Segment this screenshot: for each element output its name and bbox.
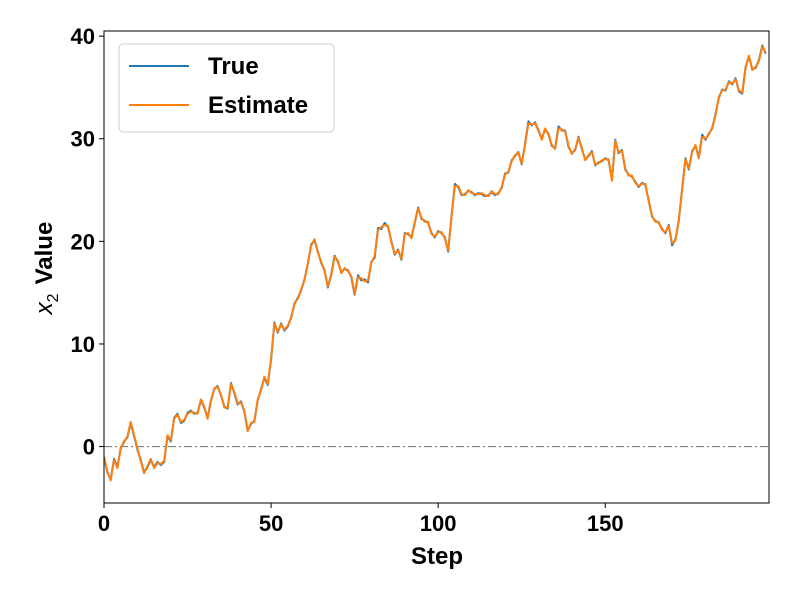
y-tick-label: 20 <box>71 229 95 254</box>
x-tick-label: 0 <box>98 511 110 536</box>
legend: True Estimate <box>118 43 335 133</box>
x-tick-label: 150 <box>587 511 624 536</box>
y-axis-ticks: 0 10 20 30 40 <box>71 24 104 460</box>
x-tick-label: 50 <box>259 511 283 536</box>
y-tick-label: 10 <box>71 332 95 357</box>
y-axis-label-subscript: 2 <box>45 293 62 302</box>
legend-label-estimate: Estimate <box>208 92 308 119</box>
y-axis-label: x2 Value <box>31 222 62 316</box>
y-tick-label: 0 <box>83 435 95 460</box>
series-line-estimate <box>104 45 767 482</box>
y-axis-label-text: Value <box>31 222 58 285</box>
axes-frame <box>103 30 770 504</box>
x-axis-label: Step <box>411 543 463 570</box>
y-axis-label-variable: x <box>31 301 58 315</box>
plot-area <box>103 30 770 504</box>
y-tick-label: 40 <box>71 24 95 49</box>
legend-label-true: True <box>208 53 259 80</box>
x-axis-ticks: 0 50 100 150 <box>98 503 624 536</box>
x-tick-label: 100 <box>420 511 457 536</box>
y-tick-label: 30 <box>71 127 95 152</box>
